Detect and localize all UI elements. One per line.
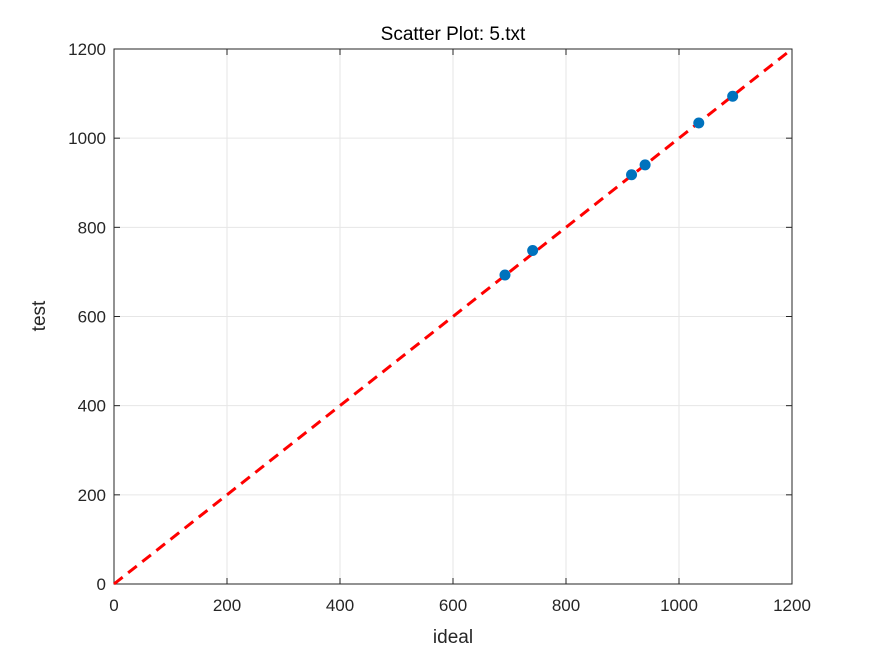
y-tick-label: 600 <box>78 308 106 327</box>
chart-title: Scatter Plot: 5.txt <box>381 24 526 45</box>
scatter-point <box>693 117 705 129</box>
scatter-point <box>626 169 638 181</box>
scatter-point <box>527 245 539 257</box>
y-tick-labels: 0 200 400 600 800 1000 1200 <box>68 40 106 594</box>
scatter-point <box>727 90 739 102</box>
y-tick-label: 1200 <box>68 40 106 59</box>
y-tick-label: 0 <box>97 575 106 594</box>
y-tick-label: 400 <box>78 397 106 416</box>
axes <box>113 48 793 585</box>
x-tick-label: 1200 <box>773 596 811 615</box>
y-axis-label: test <box>29 300 50 331</box>
x-tick-label: 200 <box>213 596 241 615</box>
x-tick-label: 1000 <box>660 596 698 615</box>
y-tick-label: 200 <box>78 486 106 505</box>
x-tick-label: 400 <box>326 596 354 615</box>
y-tick-label: 800 <box>78 218 106 237</box>
x-tick-label: 800 <box>552 596 580 615</box>
data-points <box>499 90 739 281</box>
x-tick-label: 0 <box>109 596 118 615</box>
x-tick-labels: 0 200 400 600 800 1000 1200 <box>109 596 811 615</box>
x-axis-label: ideal <box>433 627 473 648</box>
scatter-point <box>499 269 511 281</box>
scatter-point <box>639 159 651 171</box>
x-tick-label: 600 <box>439 596 467 615</box>
y-tick-label: 1000 <box>68 129 106 148</box>
